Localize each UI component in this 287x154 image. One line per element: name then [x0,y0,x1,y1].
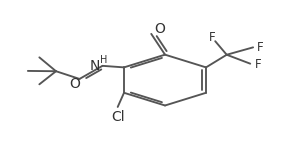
Text: N: N [89,59,100,73]
Text: O: O [69,77,80,91]
Text: O: O [154,22,165,36]
Text: F: F [257,41,264,54]
Text: F: F [209,31,216,44]
Text: Cl: Cl [111,110,125,124]
Text: H: H [100,55,107,65]
Text: F: F [254,58,261,71]
